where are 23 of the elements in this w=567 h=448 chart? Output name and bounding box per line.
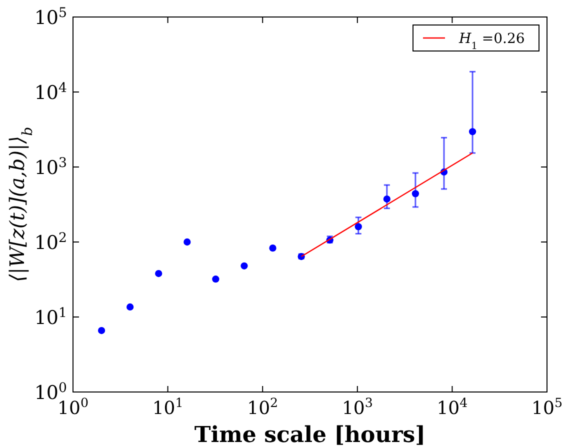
x-axis-title: Time scale [hours] [194, 422, 426, 448]
y-tick-label: 10$^{2}$ [34, 230, 67, 254]
point [468, 128, 476, 136]
point [212, 276, 220, 283]
point [269, 244, 276, 252]
y-tick-label: 10$^{5}$ [34, 6, 67, 29]
point [126, 303, 134, 311]
point [383, 195, 390, 203]
x-tick-label: 10$^{5}$ [532, 394, 562, 419]
x-tick-label: 10$^{4}$ [436, 394, 468, 419]
point [184, 238, 191, 246]
legend-label: H$_{1}$ =0.26 [458, 31, 525, 52]
y-tick-label: 10$^{3}$ [34, 156, 67, 179]
y-tick-label: 10$^{1}$ [34, 306, 67, 329]
point [98, 326, 106, 334]
y-tick-label: 10$^{4}$ [34, 80, 67, 104]
point [240, 262, 248, 270]
point [354, 223, 362, 230]
x-tick-label: 10$^{2}$ [247, 394, 278, 419]
x-tick-label: 10$^{1}$ [152, 394, 184, 419]
x-tick-label: 10$^{3}$ [342, 394, 373, 419]
point [412, 190, 420, 198]
point [155, 270, 162, 278]
